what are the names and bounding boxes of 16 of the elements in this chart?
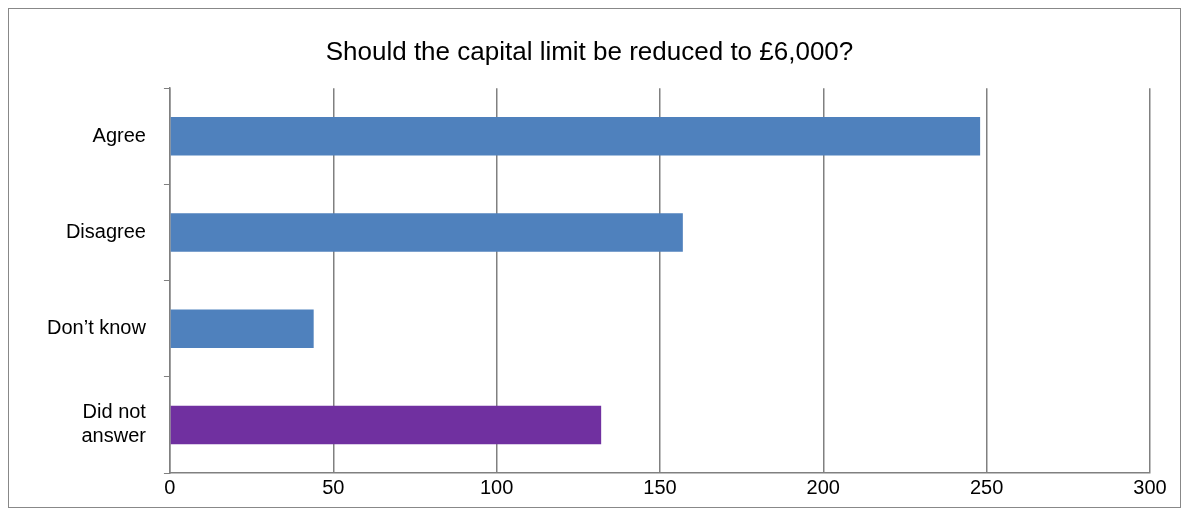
y-tick-label: Agree [92, 123, 146, 146]
bar [170, 309, 314, 348]
x-tick-label: 250 [969, 475, 1004, 498]
y-tick-label: Don’t know [47, 316, 147, 339]
x-tick-label: 100 [479, 475, 514, 498]
x-tick-label: 0 [164, 475, 176, 498]
bar [170, 405, 602, 445]
x-tick-label: 200 [806, 475, 840, 498]
y-tick-label: Disagree [65, 220, 146, 243]
bar [170, 117, 981, 156]
bar [170, 213, 683, 252]
x-tick-label: 300 [1133, 475, 1167, 498]
y-tick-label: Did not answer [81, 400, 147, 447]
chart-title: Should the capital limit be reduced to £6,000? [325, 35, 854, 66]
x-tick-label: 50 [322, 475, 345, 498]
x-tick-label: 150 [643, 475, 677, 498]
